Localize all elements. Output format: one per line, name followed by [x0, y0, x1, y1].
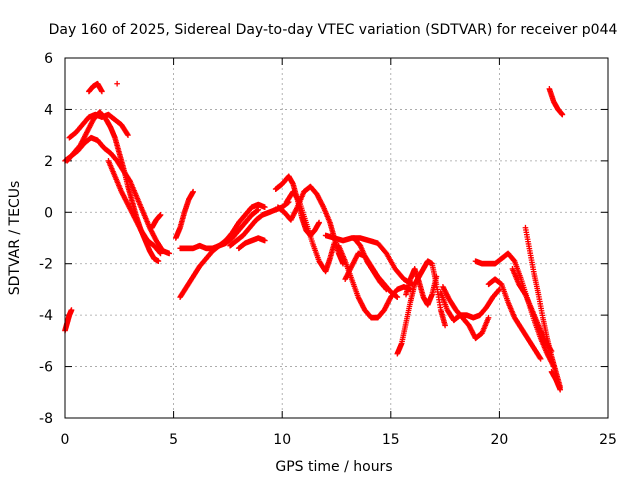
data-point — [125, 132, 131, 138]
data-point — [331, 240, 338, 246]
y-tick-label: 4 — [44, 102, 53, 118]
data-point — [262, 204, 268, 210]
data-point — [155, 258, 162, 264]
chart-title: Day 160 of 2025, Sidereal Day-to-day VTE… — [49, 22, 618, 38]
data-point — [316, 219, 322, 226]
data-point — [157, 249, 163, 256]
x-tick-label: 0 — [61, 432, 70, 448]
grid-lines — [65, 58, 608, 418]
x-axis-label: GPS time / hours — [275, 459, 392, 475]
data-point — [433, 273, 440, 280]
y-tick-label: -6 — [39, 360, 53, 376]
x-tick-label: 15 — [382, 432, 400, 448]
plot-frame — [64, 57, 609, 419]
data-point — [157, 212, 164, 218]
y-axis-label: SDTVAR / TECUs — [7, 181, 23, 296]
data-point — [383, 285, 389, 292]
y-tick-label: 0 — [44, 205, 53, 221]
data-point — [537, 355, 543, 361]
data-point — [255, 206, 262, 213]
data-point — [557, 386, 564, 393]
y-tick-label: 6 — [44, 51, 53, 67]
data-point — [485, 314, 492, 321]
data-point — [394, 294, 401, 300]
data-point — [68, 307, 75, 313]
data-point — [559, 111, 566, 118]
data-point — [114, 80, 120, 87]
x-tick-label: 10 — [273, 432, 291, 448]
data-point — [442, 322, 448, 329]
y-tick-label: -2 — [39, 257, 53, 273]
data-point — [537, 356, 544, 362]
data-point — [166, 250, 173, 257]
data-point — [190, 188, 196, 195]
y-tick-label: -4 — [39, 308, 53, 324]
data-point — [99, 88, 105, 95]
data-point — [262, 237, 268, 244]
y-tick-label: 2 — [44, 154, 53, 170]
x-tick-label: 5 — [169, 432, 178, 448]
x-tick-label: 20 — [490, 432, 508, 448]
data-point — [157, 250, 164, 257]
data-points — [62, 80, 566, 393]
data-point — [495, 287, 502, 293]
tick-labels: 0 5 10 15 20 25 -8 -6 -4 -2 0 2 4 6 — [39, 51, 617, 448]
y-tick-label: -8 — [39, 411, 53, 427]
data-point — [296, 198, 302, 204]
data-point — [383, 286, 390, 293]
x-tick-label: 25 — [599, 432, 617, 448]
data-point — [124, 131, 131, 137]
